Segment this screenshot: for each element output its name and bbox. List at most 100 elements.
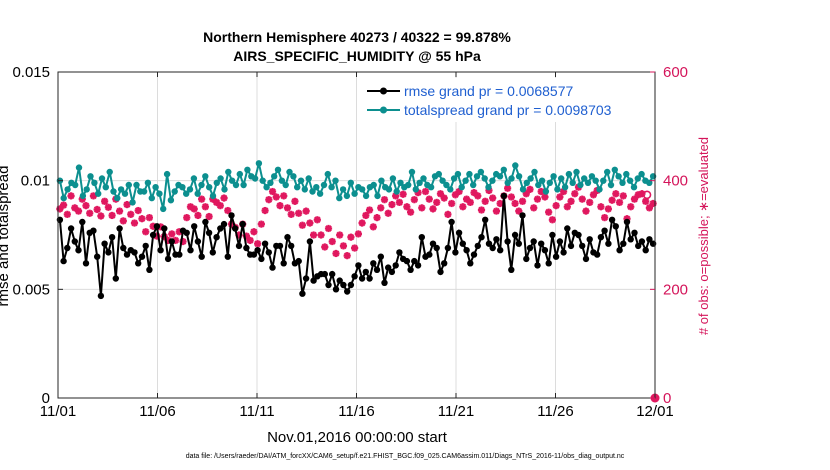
star-stroke <box>504 184 511 192</box>
series-rmse-point <box>575 231 582 239</box>
series-totalspread-point <box>634 175 641 182</box>
star-stroke <box>63 210 71 218</box>
series-totalspread-point <box>156 190 163 197</box>
series-totalspread-point <box>198 181 205 189</box>
series-rmse-point <box>582 255 590 263</box>
obs-evaluated-point <box>489 194 497 202</box>
series-rmse-point <box>310 277 317 284</box>
series-rmse-point <box>79 218 86 226</box>
obs-evaluated-point <box>82 202 90 210</box>
series-totalspread-point <box>504 179 511 186</box>
series-rmse-point <box>594 251 601 258</box>
star-stroke <box>571 190 579 198</box>
star-stroke <box>597 203 605 211</box>
series-rmse-point <box>295 257 302 265</box>
obs-evaluated-point <box>97 212 105 220</box>
star-stroke <box>146 214 153 221</box>
star-stroke <box>627 203 635 211</box>
series-rmse-point <box>467 260 474 267</box>
star-stroke <box>67 192 75 200</box>
obs-evaluated-point <box>313 216 321 224</box>
star-stroke <box>123 201 131 208</box>
series-rmse-point <box>325 281 332 289</box>
star-stroke <box>138 215 146 223</box>
series-totalspread-point <box>301 186 308 193</box>
star-stroke <box>142 228 150 236</box>
series-totalspread-point <box>362 192 370 200</box>
series-totalspread-point <box>190 175 198 182</box>
y-axis-right-label: # of obs: o=possible; ∗=evaluated <box>696 137 711 335</box>
series-totalspread-point <box>228 177 236 184</box>
y-tick-label: 0.015 <box>12 64 50 81</box>
obs-evaluated-point <box>168 230 176 238</box>
series-rmse-point <box>217 225 224 232</box>
obs-evaluated-point <box>123 200 131 209</box>
star-stroke <box>534 195 541 203</box>
star-stroke <box>168 230 176 238</box>
obs-evaluated-point <box>567 197 575 205</box>
series-rmse-point <box>448 218 455 226</box>
series-rmse-point <box>202 218 209 226</box>
series-totalspread-point <box>320 181 328 189</box>
series-totalspread-point <box>554 186 561 193</box>
series-totalspread-point <box>316 190 324 197</box>
star-stroke <box>377 204 385 212</box>
star-stroke <box>321 243 329 251</box>
series-totalspread-point <box>271 173 278 180</box>
series-rmse-point <box>254 247 261 254</box>
star-stroke <box>549 216 556 224</box>
star-stroke <box>399 190 407 198</box>
star-stroke <box>437 190 444 198</box>
series-rmse-point <box>642 247 649 254</box>
obs-evaluated-point <box>321 243 329 251</box>
series-totalspread-point <box>523 179 530 186</box>
series-totalspread-point <box>179 184 186 191</box>
series-rmse-point <box>616 247 623 254</box>
obs-evaluated-point <box>194 211 202 220</box>
star-stroke <box>269 188 276 195</box>
star-stroke <box>343 252 351 260</box>
star-stroke <box>396 199 403 206</box>
series-rmse-point <box>161 225 168 232</box>
series-rmse-point <box>299 290 306 297</box>
legend-rmse-marker <box>380 87 387 95</box>
y-right-tick-label: 200 <box>663 281 688 298</box>
series-rmse-point <box>605 240 612 247</box>
obs-evaluated-point <box>246 236 254 245</box>
series-rmse-point <box>414 262 422 269</box>
series-totalspread-point <box>225 168 232 176</box>
series-rmse-point <box>243 244 250 252</box>
series-totalspread-point <box>546 179 553 186</box>
obs-evaluated-point <box>142 228 150 236</box>
obs-evaluated-point <box>93 205 101 214</box>
series-rmse-point <box>347 281 355 289</box>
obs-evaluated-point <box>343 252 351 260</box>
obs-evaluated-point <box>425 195 433 203</box>
series-totalspread-point <box>531 168 538 176</box>
obs-evaluated-point <box>541 193 549 201</box>
series-rmse-point <box>224 253 231 260</box>
series-rmse-point <box>411 257 418 265</box>
series-totalspread-point <box>114 194 121 202</box>
series-rmse-point <box>123 251 131 258</box>
series-totalspread-point <box>95 190 102 197</box>
obs-evaluated-point <box>645 204 654 212</box>
series-totalspread-point <box>83 186 90 193</box>
obs-evaluated-point <box>407 208 415 216</box>
obs-evaluated-point <box>619 192 627 200</box>
obs-evaluated-point <box>474 192 482 200</box>
series-totalspread-point <box>121 190 129 197</box>
series-totalspread-point <box>481 175 488 182</box>
x-tick-label: 11/26 <box>537 403 573 420</box>
series-rmse-point <box>340 281 347 289</box>
series-totalspread-point <box>646 179 653 186</box>
series-totalspread-point <box>412 186 419 193</box>
series-totalspread-point <box>313 184 320 191</box>
series-totalspread-point <box>378 177 385 184</box>
star-stroke <box>71 204 79 212</box>
series-rmse-point <box>403 257 411 265</box>
obs-evaluated-point <box>377 204 385 212</box>
series-rmse-point <box>276 242 284 250</box>
obs-evaluated-point <box>59 201 68 209</box>
series-totalspread-point <box>500 166 507 173</box>
